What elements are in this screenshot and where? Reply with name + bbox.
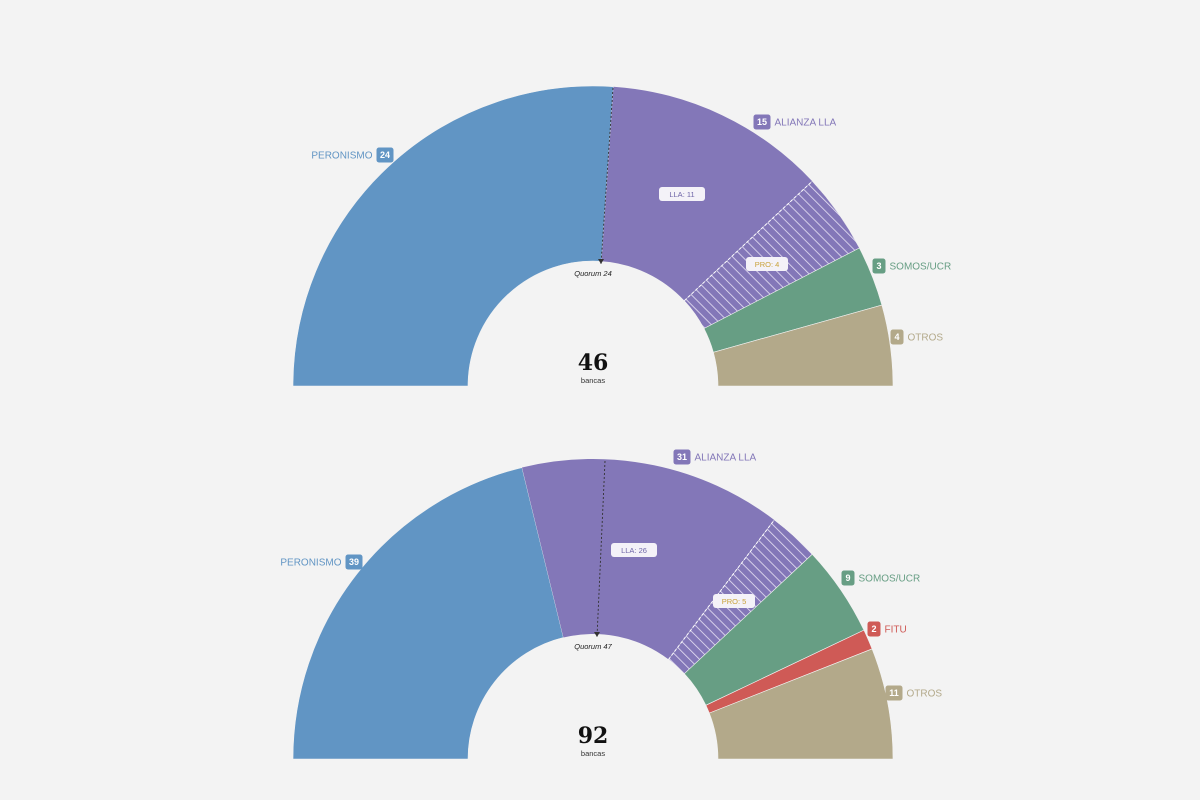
badge-value-alianza_lla: 31 xyxy=(677,452,687,462)
badge-otros xyxy=(885,685,903,701)
badge-value-otros: 4 xyxy=(894,332,899,342)
slice-otros xyxy=(712,304,894,387)
label-alianza_lla: 15 ALIANZA LLA xyxy=(753,114,837,130)
label-text-somos_ucr: SOMOS/UCR xyxy=(890,262,952,273)
label-peronismo: 24 PERONISMO xyxy=(311,147,394,163)
quorum-line-2 xyxy=(596,460,606,638)
subgroup-divider-1 xyxy=(684,180,813,302)
badge-value-somos_ucr: 9 xyxy=(845,573,850,583)
badge-value-otros: 11 xyxy=(889,688,899,698)
sublabel-alianza_lla-1: LLA: 11 xyxy=(659,187,705,201)
sublabel-text-1: LLA: 11 xyxy=(669,190,694,199)
label-otros: 4 OTROS xyxy=(890,329,944,345)
badge-alianza_lla xyxy=(753,114,771,130)
sublabel-text-1: LLA: 26 xyxy=(621,546,647,555)
badge-value-peronismo: 39 xyxy=(349,557,359,567)
label-text-otros: OTROS xyxy=(908,333,944,344)
quorum-arrow-icon-1 xyxy=(598,259,604,264)
hemicycle-chart-1: 24 PERONISMO 15 ALIANZA LLA LLA: 11 PRO: 4 3 SO… xyxy=(292,85,952,387)
badge-value-fitu: 2 xyxy=(871,624,876,634)
label-text-fitu: FITU xyxy=(885,625,907,636)
total-unit-2: bancas xyxy=(581,749,605,758)
sublabel-pill-1 xyxy=(659,187,705,201)
badge-value-alianza_lla: 15 xyxy=(757,117,767,127)
label-somos_ucr: 3 SOMOS/UCR xyxy=(872,258,952,274)
subgroup-divider-2 xyxy=(668,519,775,660)
slice-alianza_lla-sub-1 xyxy=(521,459,775,660)
badge-fitu xyxy=(867,621,881,637)
hemicycle-chart-2: 39 PERONISMO 31 ALIANZA LLA LLA: 26 PRO: 5 9 SO… xyxy=(280,449,943,760)
sublabel-alianza_lla-2: PRO: 4 xyxy=(746,257,788,271)
badge-peronismo xyxy=(376,147,394,163)
sublabel-text-2: PRO: 4 xyxy=(755,260,780,269)
label-alianza_lla: 31 ALIANZA LLA xyxy=(673,449,757,465)
label-text-peronismo: PERONISMO xyxy=(280,558,341,569)
sublabel-alianza_lla-2: PRO: 5 xyxy=(713,594,755,608)
label-text-otros: OTROS xyxy=(907,689,943,700)
label-fitu: 2 FITU xyxy=(867,621,907,637)
badge-value-peronismo: 24 xyxy=(380,150,390,160)
total-seats-2: 92 xyxy=(578,723,609,749)
sublabel-pill-2 xyxy=(713,594,755,608)
label-somos_ucr: 9 SOMOS/UCR xyxy=(841,570,921,586)
badge-alianza_lla xyxy=(673,449,691,465)
quorum-arrow-icon-2 xyxy=(594,632,600,637)
slice-alianza_lla-sub-1 xyxy=(601,86,813,301)
label-text-alianza_lla: ALIANZA LLA xyxy=(775,118,837,129)
sublabel-pill-1 xyxy=(611,543,657,557)
label-text-alianza_lla: ALIANZA LLA xyxy=(695,453,757,464)
label-text-somos_ucr: SOMOS/UCR xyxy=(859,574,921,585)
sublabel-text-2: PRO: 5 xyxy=(722,597,747,606)
badge-somos_ucr xyxy=(841,570,855,586)
quorum-label-2: Quorum 47 xyxy=(574,642,612,651)
badge-peronismo xyxy=(345,554,363,570)
badge-otros xyxy=(890,329,904,345)
slice-peronismo xyxy=(292,467,564,760)
quorum-line-1 xyxy=(600,87,614,265)
total-unit-1: bancas xyxy=(581,376,605,385)
sublabel-alianza_lla-1: LLA: 26 xyxy=(611,543,657,557)
sublabel-pill-2 xyxy=(746,257,788,271)
total-seats-1: 46 xyxy=(578,350,609,376)
badge-somos_ucr xyxy=(872,258,886,274)
label-text-peronismo: PERONISMO xyxy=(311,151,372,162)
badge-value-somos_ucr: 3 xyxy=(876,261,881,271)
slice-peronismo xyxy=(292,85,614,387)
slice-otros xyxy=(708,648,894,760)
quorum-label-1: Quorum 24 xyxy=(574,269,612,278)
label-peronismo: 39 PERONISMO xyxy=(280,554,363,570)
label-otros: 11 OTROS xyxy=(885,685,943,701)
